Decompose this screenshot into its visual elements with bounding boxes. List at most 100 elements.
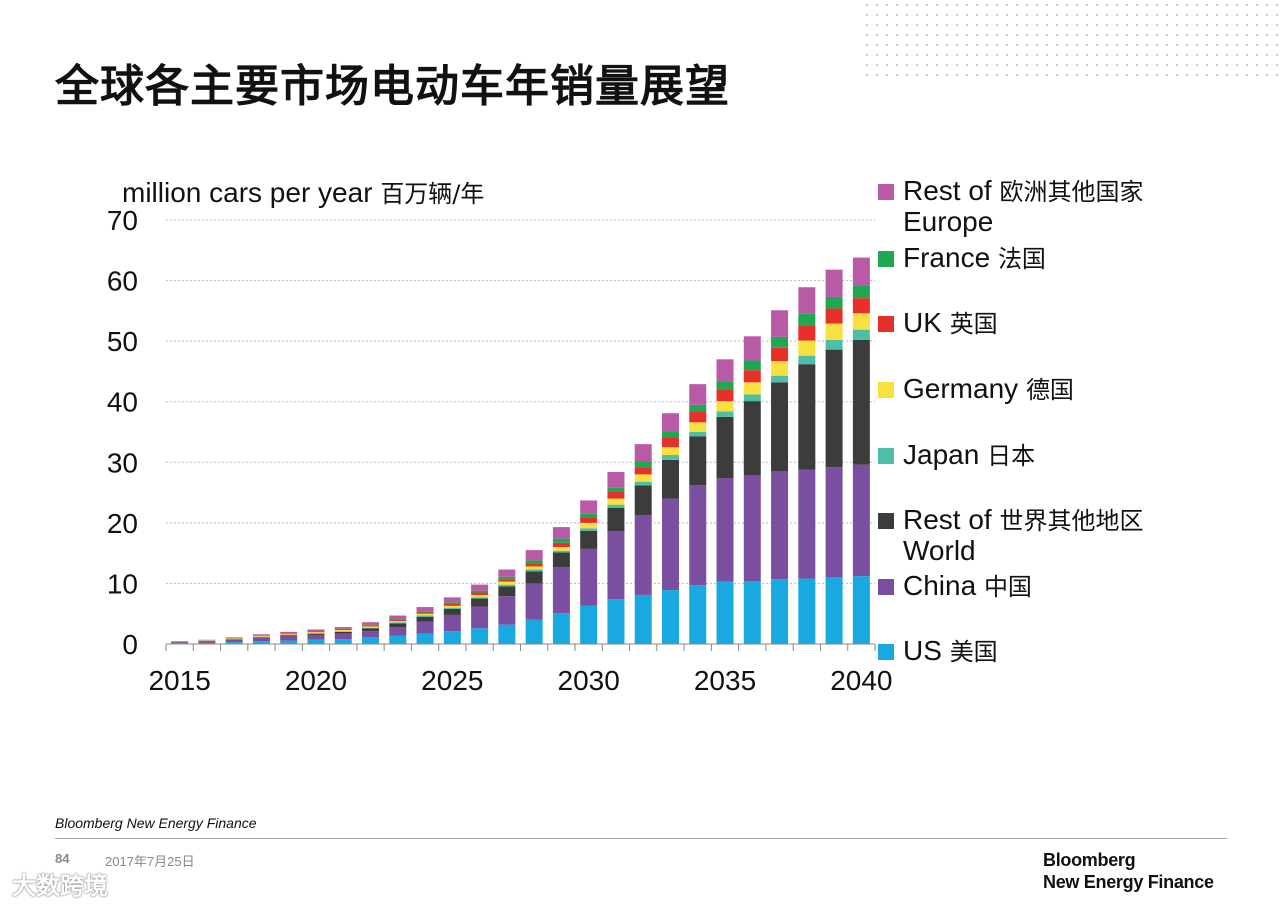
legend-label-en: China <box>903 570 984 601</box>
bar-segment-germany-2032 <box>634 474 652 482</box>
bar-segment-germany-2020 <box>307 632 325 634</box>
bar-segment-france-2032 <box>634 461 652 468</box>
bar-segment-us-2038 <box>798 578 816 644</box>
bar-segment-rest-of-europe-2033 <box>661 413 679 432</box>
bar-segment-rest-of-europe-2036 <box>743 336 761 361</box>
legend-item-china: China 中国 <box>878 571 1032 602</box>
bar-segment-japan-2023 <box>389 622 407 624</box>
bar-segment-france-2039 <box>825 296 843 309</box>
legend-label: China 中国 <box>903 571 1032 602</box>
bar-segment-us-2036 <box>743 581 761 644</box>
bar-segment-rest-of-europe-2017 <box>225 637 243 639</box>
bar-segment-china-2028 <box>525 583 543 620</box>
bar-segment-japan-2025 <box>443 607 461 609</box>
bar-segment-us-2031 <box>607 599 625 644</box>
bar-segment-china-2025 <box>443 614 461 632</box>
bar-segment-rest-of-europe-2034 <box>689 384 707 405</box>
x-tick-label: 2020 <box>285 665 347 696</box>
bar-segment-uk-2032 <box>634 467 652 475</box>
bar-segment-china-2018 <box>252 637 270 642</box>
bar-segment-japan-2034 <box>689 432 707 437</box>
logo-line1: Bloomberg <box>1043 850 1136 870</box>
legend-label-en-line2: Europe <box>903 206 994 237</box>
bar-segment-rest-of-europe-2029 <box>552 527 570 539</box>
slide-title: 全球各主要市场电动车年销量展望 <box>55 61 730 112</box>
bar-segment-china-2031 <box>607 531 625 600</box>
bar-segment-rest-of-world-2019 <box>280 635 298 637</box>
x-tick-label: 2030 <box>558 665 620 696</box>
bar-segment-china-2024 <box>416 621 434 634</box>
bar-segment-rest-of-europe-2023 <box>389 615 407 619</box>
legend-label: Rest of 世界其他地区 World <box>903 505 1143 566</box>
bar-segment-germany-2024 <box>416 613 434 616</box>
footer-date: 2017年7月25日 <box>105 854 195 869</box>
bar-segment-us-2016 <box>198 642 216 644</box>
bar-segment-us-2035 <box>716 581 734 644</box>
bar-segment-uk-2033 <box>661 437 679 448</box>
bar-segment-france-2025 <box>443 602 461 605</box>
legend-label: France 法国 <box>903 243 1046 274</box>
bar-segment-china-2015 <box>171 642 189 644</box>
bar-segment-us-2020 <box>307 639 325 644</box>
bar-segment-france-2033 <box>661 432 679 438</box>
legend-label: Japan 日本 <box>903 440 1035 471</box>
bar-segment-china-2017 <box>225 639 243 643</box>
bar-segment-france-2021 <box>334 628 352 630</box>
bar-segment-rest-of-europe-2035 <box>716 359 734 382</box>
bar-segment-us-2017 <box>225 642 243 644</box>
bar-segment-france-2035 <box>716 381 734 390</box>
bar-segment-china-2039 <box>825 467 843 578</box>
bar-segment-rest-of-europe-2032 <box>634 444 652 462</box>
bar-segment-germany-2018 <box>252 636 270 637</box>
bar-segment-us-2018 <box>252 641 270 644</box>
bar-segment-france-2029 <box>552 538 570 543</box>
bar-segment-rest-of-europe-2021 <box>334 627 352 629</box>
bar-segment-us-2028 <box>525 619 543 644</box>
legend-swatch <box>878 382 894 398</box>
bar-segment-france-2040 <box>852 285 870 299</box>
legend-item-rest-of-world: Rest of 世界其他地区 World <box>878 505 1143 566</box>
legend-label: UK 英国 <box>903 308 998 339</box>
bar-segment-france-2030 <box>580 513 598 519</box>
legend-label-en: Germany <box>903 373 1026 404</box>
bar-segment-japan-2024 <box>416 615 434 617</box>
bar-segment-uk-2023 <box>389 619 407 621</box>
bar-segment-japan-2021 <box>334 631 352 632</box>
legend-item-japan: Japan 日本 <box>878 440 1035 471</box>
legend-item-germany: Germany 德国 <box>878 374 1074 405</box>
bar-segment-china-2022 <box>362 631 380 638</box>
bar-segment-uk-2034 <box>689 412 707 423</box>
bar-segment-rest-of-world-2023 <box>389 623 407 628</box>
bar-segment-china-2016 <box>198 641 216 643</box>
bar-segment-rest-of-europe-2037 <box>771 310 789 337</box>
y-tick-label: 70 <box>107 205 138 236</box>
bar-segment-uk-2037 <box>771 347 789 362</box>
bar-segment-germany-2033 <box>661 447 679 456</box>
bar-segment-rest-of-world-2039 <box>825 349 843 468</box>
bar-segment-uk-2028 <box>525 563 543 567</box>
bar-segment-rest-of-world-2025 <box>443 608 461 615</box>
bar-segment-rest-of-world-2028 <box>525 571 543 584</box>
bar-segment-germany-2025 <box>443 605 461 608</box>
bar-segment-rest-of-europe-2040 <box>852 257 870 286</box>
bar-segment-japan-2038 <box>798 355 816 365</box>
bar-segment-germany-2029 <box>552 547 570 551</box>
x-tick-label: 2035 <box>694 665 756 696</box>
legend-label-zh: 法国 <box>997 245 1046 273</box>
bar-segment-rest-of-europe-2031 <box>607 471 625 488</box>
bar-segment-france-2027 <box>498 576 516 580</box>
bar-segment-rest-of-europe-2028 <box>525 550 543 561</box>
bar-segment-uk-2027 <box>498 579 516 582</box>
legend-item-rest-of-europe: Rest of 欧洲其他国家 Europe <box>878 176 1143 237</box>
bar-segment-us-2019 <box>280 640 298 644</box>
bar-segment-rest-of-world-2033 <box>661 459 679 499</box>
bar-segment-us-2027 <box>498 624 516 644</box>
bar-segment-japan-2039 <box>825 339 843 350</box>
bar-segment-rest-of-world-2027 <box>498 586 516 597</box>
y-axis-label-zh: 百万辆/年 <box>380 180 485 208</box>
bar-segment-rest-of-world-2040 <box>852 339 870 465</box>
bar-segment-germany-2036 <box>743 382 761 395</box>
bar-segment-uk-2035 <box>716 389 734 402</box>
